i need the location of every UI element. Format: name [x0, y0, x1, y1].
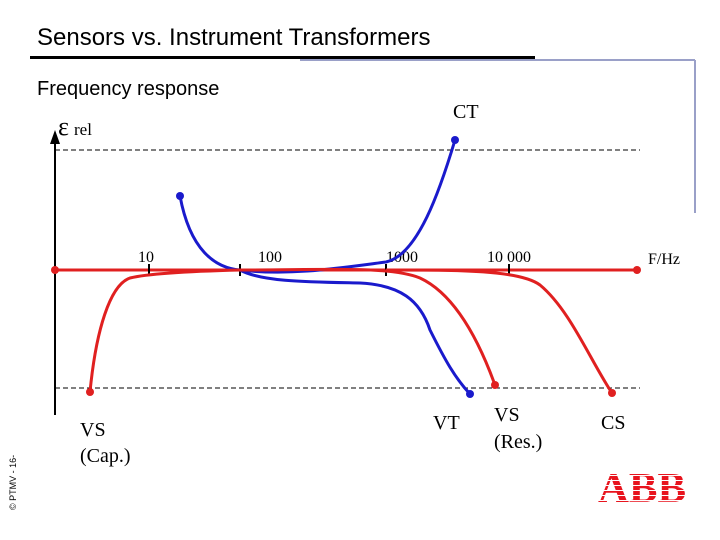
- vt-label: VT: [433, 412, 460, 434]
- vs-cap-curve-end-point: [86, 388, 94, 396]
- vs-res-curve-end-point: [491, 381, 499, 389]
- tick-label-100: 100: [258, 249, 282, 266]
- copyright-notice: © PTMV - 16-: [8, 454, 18, 510]
- cs-curve-end-point: [608, 389, 616, 397]
- abb-logo: ABB: [598, 466, 686, 506]
- title-underline: [30, 56, 535, 59]
- vs-cap-label-line1: VS: [80, 419, 106, 441]
- tick-label-1000: 1000: [386, 249, 418, 266]
- y-axis-arrow: [50, 130, 60, 144]
- tick-label-10: 10: [138, 249, 154, 266]
- slide-subtitle: Frequency response: [37, 78, 220, 100]
- ct-curve-end-point: [451, 136, 459, 144]
- x-axis-origin-point: [51, 266, 59, 274]
- x-axis-unit: F/Hz: [648, 251, 680, 268]
- vs-res-curve: [239, 267, 497, 386]
- vs-cap-curve: [88, 268, 241, 393]
- cs-label: CS: [601, 412, 625, 434]
- svg-text:ABB: ABB: [598, 466, 686, 506]
- vt-curve-end-point: [466, 390, 474, 398]
- vt-curve: [239, 268, 472, 396]
- ct-label: CT: [453, 101, 479, 123]
- tick-label-10000: 10 000: [487, 249, 531, 266]
- slide-title: Sensors vs. Instrument Transformers: [37, 24, 431, 51]
- x-axis-end-point: [633, 266, 641, 274]
- y-axis-subscript: rel: [74, 120, 92, 139]
- vs-cap-label-line2: (Cap.): [80, 445, 131, 467]
- ct-curve-start-point: [176, 192, 184, 200]
- y-axis-symbol: ε: [58, 112, 69, 141]
- cs-curve: [385, 268, 614, 394]
- vs-res-label-line2: (Res.): [494, 431, 542, 453]
- vs-res-label-line1: VS: [494, 404, 520, 426]
